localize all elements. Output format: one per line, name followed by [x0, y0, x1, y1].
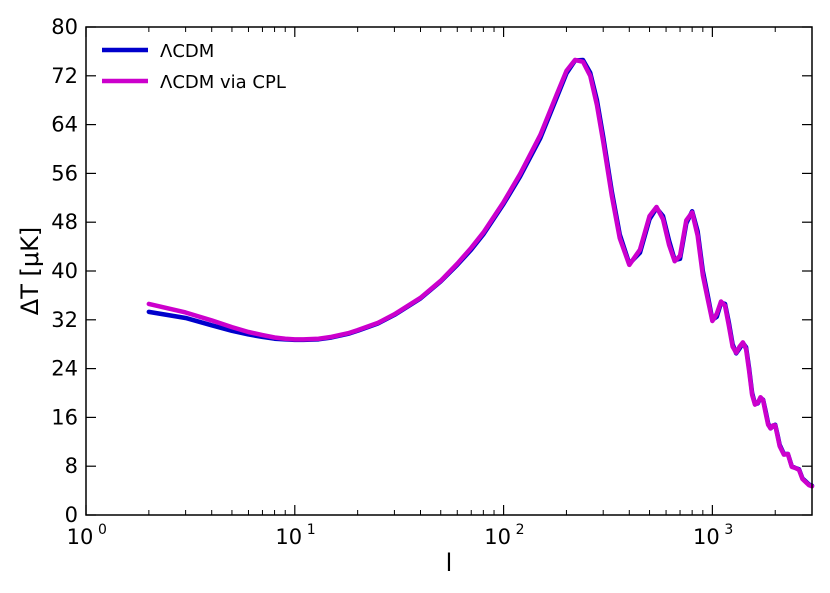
x-tick-label: 10: [275, 525, 302, 549]
series-lines: [146, 57, 815, 489]
y-tick-label: 64: [51, 113, 78, 137]
x-tick-label: 10: [693, 525, 720, 549]
legend: ΛCDM ΛCDM via CPL: [102, 41, 286, 93]
series-line-2: [146, 57, 815, 489]
legend-label-2: ΛCDM via CPL: [160, 72, 286, 93]
y-tick-label: 24: [51, 357, 78, 381]
legend-label-1: ΛCDM: [160, 41, 214, 62]
y-tick-label: 72: [51, 64, 78, 88]
y-tick-label: 16: [51, 405, 78, 429]
x-tick-exponent: 0: [98, 522, 107, 538]
plot-frame: [85, 26, 813, 516]
y-tick-label: 0: [65, 503, 78, 527]
x-axis-label: l: [446, 549, 453, 577]
x-tick-label: 10: [67, 525, 94, 549]
x-tick-exponent: 1: [307, 522, 316, 538]
y-tick-label: 56: [51, 161, 78, 185]
y-tick-label: 48: [51, 210, 78, 234]
y-tick-label: 80: [51, 15, 78, 39]
x-tick-exponent: 2: [516, 522, 525, 538]
x-tick-label: 10: [484, 525, 511, 549]
y-axis-label: ΔT [μK]: [16, 227, 44, 315]
y-tick-label: 32: [51, 308, 78, 332]
x-tick-exponent: 3: [724, 522, 733, 538]
y-tick-label: 8: [65, 454, 78, 478]
y-tick-label: 40: [51, 259, 78, 283]
